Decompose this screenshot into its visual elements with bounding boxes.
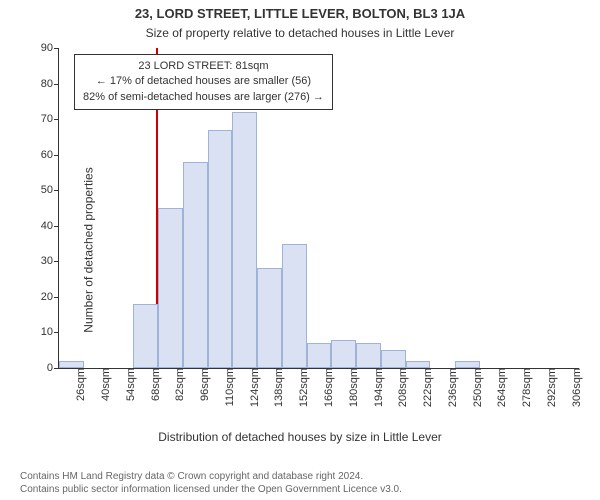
chart-subtitle: Size of property relative to detached ho… bbox=[0, 26, 600, 40]
xtick-label: 26sqm bbox=[71, 368, 87, 401]
chart-container: { "title_line1": "23, LORD STREET, LITTL… bbox=[0, 0, 600, 500]
ytick-label: 90 bbox=[41, 42, 59, 54]
histogram-bar bbox=[455, 361, 480, 368]
xtick-label: 68sqm bbox=[146, 368, 162, 401]
chart-title: 23, LORD STREET, LITTLE LEVER, BOLTON, B… bbox=[0, 6, 600, 21]
histogram-bar bbox=[307, 343, 332, 368]
ytick-label: 0 bbox=[47, 362, 59, 374]
xtick-label: 40sqm bbox=[96, 368, 112, 401]
histogram-bar bbox=[232, 112, 257, 368]
histogram-bar bbox=[208, 130, 233, 368]
xtick-label: 166sqm bbox=[319, 368, 335, 407]
histogram-bar bbox=[59, 361, 84, 368]
xtick-label: 96sqm bbox=[195, 368, 211, 401]
xtick-label: 54sqm bbox=[121, 368, 137, 401]
histogram-bar bbox=[133, 304, 158, 368]
histogram-bar bbox=[158, 208, 183, 368]
ytick-label: 10 bbox=[41, 326, 59, 338]
xtick-label: 208sqm bbox=[393, 368, 409, 407]
annotation-line: 82% of semi-detached houses are larger (… bbox=[83, 90, 324, 105]
xtick-label: 236sqm bbox=[443, 368, 459, 407]
ytick-label: 20 bbox=[41, 291, 59, 303]
annotation-line: 23 LORD STREET: 81sqm bbox=[83, 59, 324, 74]
xtick-label: 124sqm bbox=[245, 368, 261, 407]
xtick-label: 110sqm bbox=[220, 368, 236, 406]
xtick-label: 264sqm bbox=[492, 368, 508, 407]
ytick-label: 30 bbox=[41, 255, 59, 267]
footer-line-1: Contains HM Land Registry data © Crown c… bbox=[20, 470, 580, 483]
annotation-box: 23 LORD STREET: 81sqm← 17% of detached h… bbox=[74, 54, 333, 110]
footer-line-2: Contains public sector information licen… bbox=[20, 483, 580, 496]
xtick-label: 82sqm bbox=[170, 368, 186, 401]
ytick-label: 60 bbox=[41, 149, 59, 161]
ytick-label: 80 bbox=[41, 78, 59, 90]
xtick-label: 152sqm bbox=[294, 368, 310, 407]
xtick-label: 194sqm bbox=[369, 368, 385, 407]
histogram-bar bbox=[356, 343, 381, 368]
xtick-label: 292sqm bbox=[542, 368, 558, 407]
xtick-label: 138sqm bbox=[269, 368, 285, 407]
xtick-label: 180sqm bbox=[344, 368, 360, 407]
xtick-label: 250sqm bbox=[468, 368, 484, 407]
ytick-label: 70 bbox=[41, 113, 59, 125]
histogram-bar bbox=[331, 340, 356, 368]
footer-text: Contains HM Land Registry data © Crown c… bbox=[20, 470, 580, 496]
histogram-bar bbox=[406, 361, 431, 368]
xtick-label: 278sqm bbox=[517, 368, 533, 407]
ytick-label: 40 bbox=[41, 220, 59, 232]
x-axis-label: Distribution of detached houses by size … bbox=[0, 430, 600, 444]
histogram-bar bbox=[381, 350, 406, 368]
histogram-bar bbox=[282, 244, 307, 368]
annotation-line: ← 17% of detached houses are smaller (56… bbox=[83, 74, 324, 89]
xtick-label: 222sqm bbox=[418, 368, 434, 407]
histogram-bar bbox=[183, 162, 208, 368]
ytick-label: 50 bbox=[41, 184, 59, 196]
xtick-label: 306sqm bbox=[567, 368, 583, 407]
histogram-bar bbox=[257, 268, 282, 368]
